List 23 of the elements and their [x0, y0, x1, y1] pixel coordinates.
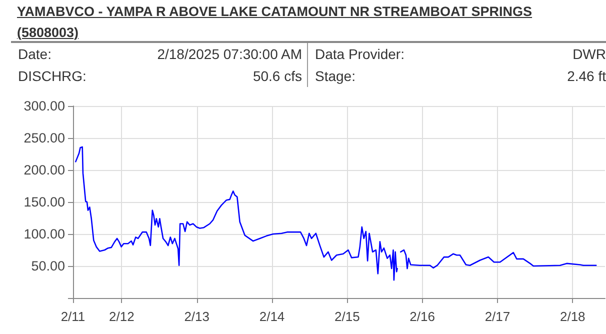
- text: Date:: [18, 45, 52, 64]
- text: 50.6 cfs: [252, 67, 302, 86]
- y-tick-label: 200.00: [24, 162, 65, 178]
- y-tick-label: 250.00: [24, 130, 65, 146]
- text: DISCHRG:: [18, 67, 86, 86]
- y-tick-label: 150.00: [24, 194, 65, 210]
- text: 2.46 ft: [567, 67, 606, 86]
- y-tick-label: 100.00: [24, 226, 65, 242]
- text: Data Provider:: [315, 45, 404, 64]
- text: 2/18/2025 07:30:00 AM: [157, 45, 302, 64]
- text: Stage:: [315, 67, 356, 86]
- chart-title: YAMABVCO - YAMPA R ABOVE LAKE CATAMOUNT NR STREAMBOAT SPRINGS (5808003): [17, 4, 532, 40]
- x-tick-label: 2/13: [184, 309, 210, 324]
- x-tick-label: 2/11: [60, 309, 86, 324]
- x-tick-label: 2/17: [484, 309, 510, 324]
- x-tick-label: 2/12: [109, 309, 134, 324]
- text: DWR: [572, 45, 606, 64]
- x-tick-label: 2/18: [560, 309, 586, 324]
- x-tick-label: 2/14: [259, 309, 285, 324]
- y-tick-label: 50.00: [31, 258, 65, 274]
- y-tick-label: 300.00: [24, 98, 65, 114]
- x-tick-label: 2/16: [410, 309, 435, 324]
- x-tick-label: 2/15: [334, 309, 360, 324]
